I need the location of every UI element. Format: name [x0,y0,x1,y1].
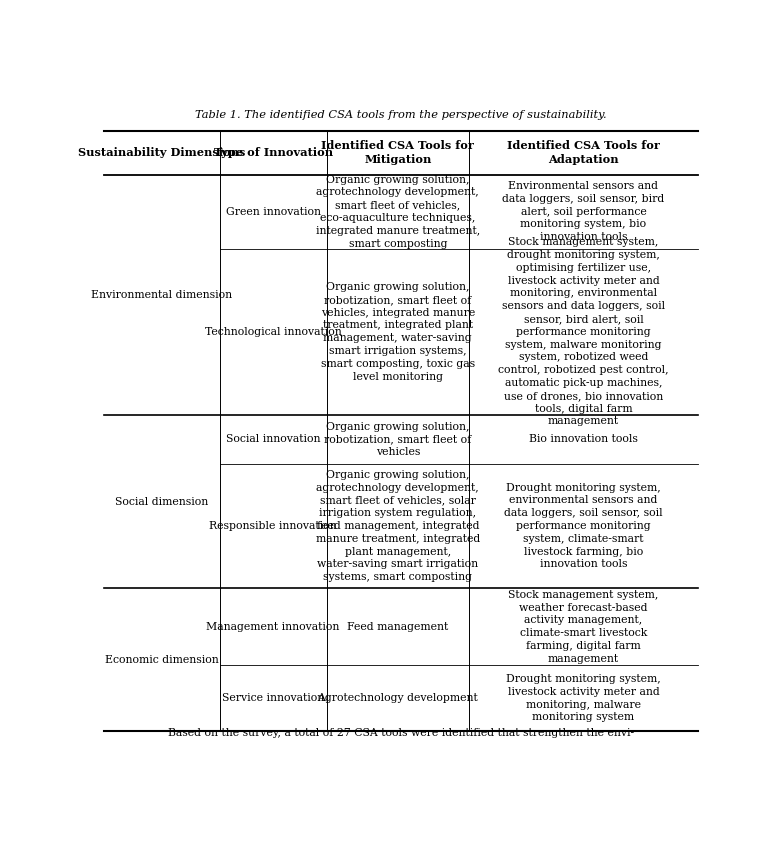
Text: Organic growing solution,
agrotechnology development,
smart fleet of vehicles,
e: Organic growing solution, agrotechnology… [316,174,480,249]
Text: Table 1. The identified CSA tools from the perspective of sustainability.: Table 1. The identified CSA tools from t… [195,110,607,120]
Text: Sustainability Dimensions: Sustainability Dimensions [78,147,246,158]
Text: Stock management system,
drought monitoring system,
optimising fertilizer use,
l: Stock management system, drought monitor… [498,237,669,426]
Text: Stock management system,
weather forecast-based
activity management,
climate-sma: Stock management system, weather forecas… [508,590,658,664]
Text: Bio innovation tools: Bio innovation tools [529,435,638,445]
Text: Organic growing solution,
agrotechnology development,
smart fleet of vehicles, s: Organic growing solution, agrotechnology… [316,470,480,582]
Text: Based on the survey, a total of 27 CSA tools were identified that strengthen the: Based on the survey, a total of 27 CSA t… [167,728,634,738]
Text: Organic growing solution,
robotization, smart fleet of
vehicles, integrated manu: Organic growing solution, robotization, … [321,282,475,382]
Text: Type of Innovation: Type of Innovation [213,147,332,158]
Text: Economic dimension: Economic dimension [105,655,219,665]
Text: Organic growing solution,
robotization, smart fleet of
vehicles: Organic growing solution, robotization, … [325,422,472,457]
Text: Identified CSA Tools for
Adaptation: Identified CSA Tools for Adaptation [507,141,660,165]
Text: Social innovation: Social innovation [226,435,321,445]
Text: Responsible innovation: Responsible innovation [210,521,337,531]
Text: Drought monitoring system,
environmental sensors and
data loggers, soil sensor, : Drought monitoring system, environmental… [504,483,662,569]
Text: Environmental dimension: Environmental dimension [91,290,232,300]
Text: Drought monitoring system,
livestock activity meter and
monitoring, malware
moni: Drought monitoring system, livestock act… [506,674,661,722]
Text: Technological innovation: Technological innovation [205,327,342,337]
Text: Management innovation: Management innovation [206,622,339,632]
Text: Green innovation: Green innovation [225,207,321,217]
Text: Social dimension: Social dimension [115,496,208,507]
Text: Feed management: Feed management [347,622,448,632]
Text: Agrotechnology development: Agrotechnology development [317,693,478,703]
Text: Environmental sensors and
data loggers, soil sensor, bird
alert, soil performanc: Environmental sensors and data loggers, … [502,181,665,242]
Text: Service innovation: Service innovation [222,693,325,703]
Text: Identified CSA Tools for
Mitigation: Identified CSA Tools for Mitigation [321,141,474,165]
